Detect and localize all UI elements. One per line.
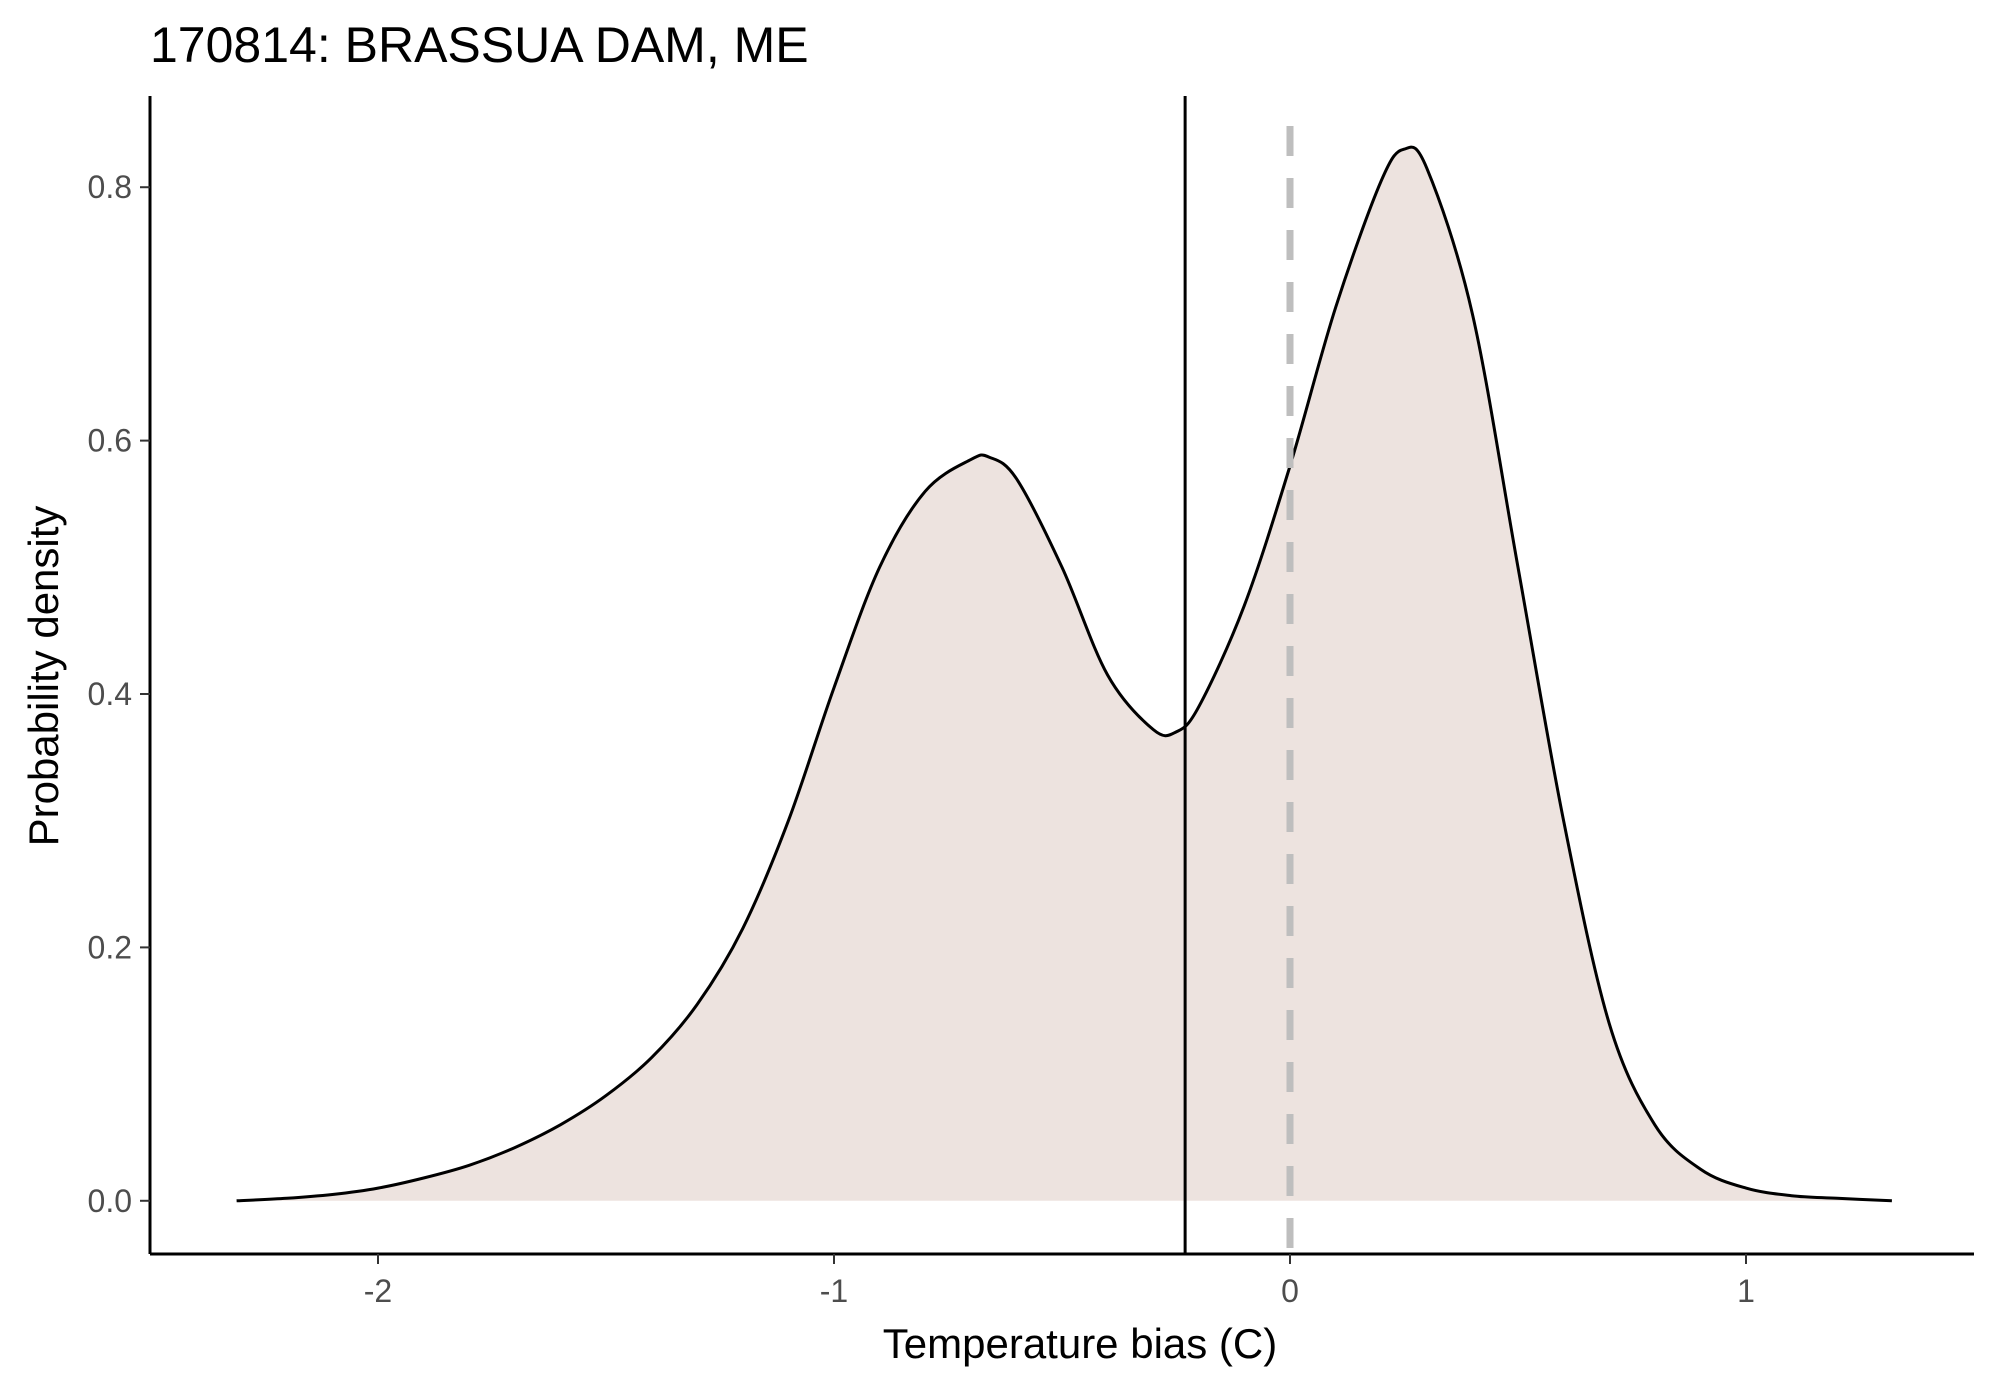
density-fill	[236, 147, 1892, 1201]
density-curve	[236, 145, 1892, 1203]
y-tick-label: 0.8	[88, 169, 132, 205]
chart-title: 170814: BRASSUA DAM, ME	[150, 17, 809, 73]
y-tick-label: 0.0	[88, 1183, 132, 1219]
x-tick-label: -2	[364, 1273, 392, 1309]
y-axis-title: Probability density	[20, 506, 67, 847]
y-tick-label: 0.2	[88, 929, 132, 965]
x-axis-ticks: -2 -1 0 1	[364, 1254, 1755, 1309]
x-tick-label: 0	[1281, 1273, 1299, 1309]
x-tick-label: -1	[820, 1273, 848, 1309]
y-axis-ticks: 0.0 0.2 0.4 0.6 0.8	[88, 169, 150, 1219]
plot-area	[236, 96, 1892, 1254]
x-axis-title: Temperature bias (C)	[883, 1320, 1277, 1367]
y-tick-label: 0.6	[88, 423, 132, 459]
y-tick-label: 0.4	[88, 676, 132, 712]
x-tick-label: 1	[1737, 1273, 1755, 1309]
